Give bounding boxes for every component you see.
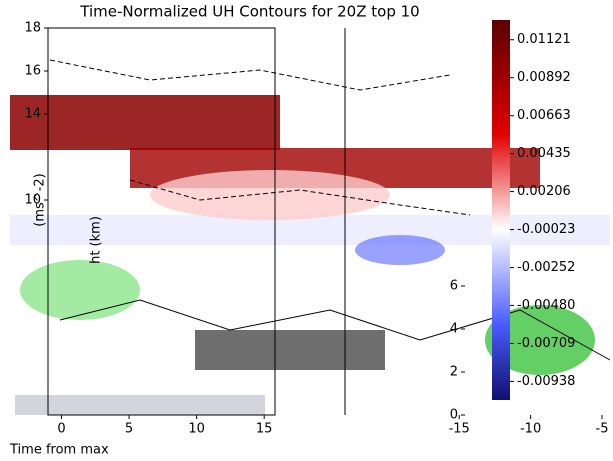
y-tick-label: 16 xyxy=(24,64,41,79)
x-tick-label: 0 xyxy=(57,422,65,437)
colorbar-tick-label: -0.00938 xyxy=(517,374,575,389)
colorbar-tick-label: -0.00252 xyxy=(517,260,575,275)
colorbar-tick-label: 0.00663 xyxy=(517,108,571,123)
colorbar-tick-label: 0.00206 xyxy=(517,184,571,199)
colorbar-tick-label: 0.00892 xyxy=(517,70,571,85)
x-axis-label: Time from max xyxy=(9,443,109,458)
y-tick-label: 2 xyxy=(450,365,458,380)
chart-title: Time-Normalized UH Contours for 20Z top … xyxy=(79,3,419,21)
x2-tick-label: -10 xyxy=(520,422,541,437)
x2-tick-label: -5 xyxy=(596,422,609,437)
y-tick-label: 4 xyxy=(450,322,458,337)
chart: Time-Normalized UH Contours for 20Z top … xyxy=(0,0,613,461)
colorbar-tick-label: -0.00709 xyxy=(517,336,575,351)
y-tick-label: 6 xyxy=(450,279,458,294)
colorbar xyxy=(492,20,510,400)
colorbar-tick-label: 0.00435 xyxy=(517,146,571,161)
y-tick-label: 18 xyxy=(24,21,41,36)
x2-tick-label: -15 xyxy=(449,422,470,437)
x-tick-label: 10 xyxy=(188,422,205,437)
colorbar-tick-label: -0.00023 xyxy=(517,222,575,237)
y-axis-label: ht (km) xyxy=(89,216,104,264)
x-tick-label: 5 xyxy=(125,422,133,437)
x-tick-label: 15 xyxy=(256,422,273,437)
colorbar-tick-label: 0.01121 xyxy=(517,32,571,47)
y-tick-label: 0 xyxy=(450,408,458,423)
y-tick-label: 14 xyxy=(24,107,41,122)
colorbar-tick-label: -0.00480 xyxy=(517,298,575,313)
y-tick-label: 10 xyxy=(24,193,41,208)
